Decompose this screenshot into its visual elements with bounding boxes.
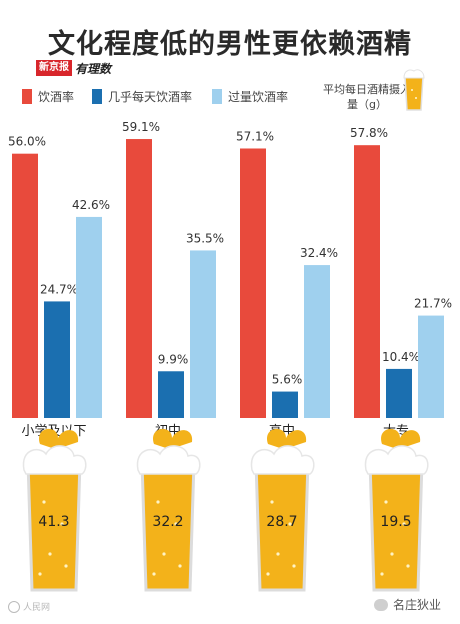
data-label: 9.9% [158,352,189,366]
mini-beer-glass-icon [403,69,425,111]
beer-bubble [42,500,46,504]
bar-dark-blue [158,371,184,418]
beer-bubble [266,572,270,576]
bar-light-blue [76,216,102,418]
beer-bubble [48,552,52,556]
wechat-icon [374,598,388,611]
source-logo: 新京报 有理数 [36,60,111,76]
legend-label: 过量饮酒率 [228,90,289,104]
data-label: 10.4% [382,350,420,364]
beer-bubble [162,552,166,556]
chart-title: 文化程度低的男性更依赖酒精 [48,29,412,60]
bar-dark-blue [44,301,70,418]
intake-value-label: 19.5 [380,514,411,530]
data-label: 57.8% [350,126,388,140]
bar-chart: 56.0%24.7%42.6%小学及以下41.359.1%9.9%35.5%初中… [8,120,452,592]
beer-bubble [288,522,292,526]
bar-red [354,145,380,418]
data-label: 42.6% [72,198,110,212]
source-logo-box: 新京报 [36,60,72,76]
watermark-logo-icon [8,600,20,613]
data-label: 56.0% [8,135,46,149]
data-label: 24.7% [40,282,78,296]
watermark-left: 人民网 [8,600,50,613]
legend-label: 饮酒率 [38,90,75,104]
bar-red [12,153,38,418]
beer-bubble [292,564,296,568]
beer-bubble [174,522,178,526]
beer-bubble [156,500,160,504]
beer-bubble [380,572,384,576]
legend-item-drinking-rate: 饮酒率 [22,88,74,105]
legend-note-intake: 平均每日酒精摄入量（g） [323,83,411,111]
data-label: 35.5% [186,231,224,245]
data-label: 32.4% [300,246,338,260]
watermark-right: 名庄狄业 [374,596,441,613]
source-logo-script: 有理数 [75,61,112,76]
legend-label: 几乎每天饮酒率 [108,90,193,104]
beer-bubble [390,552,394,556]
beer-bubble [38,572,42,576]
beer-foam-icon [250,445,315,475]
beer-bubble [276,552,280,556]
data-label: 59.1% [122,120,160,134]
legend-swatch-red [22,89,32,104]
data-label: 57.1% [236,129,274,143]
legend-swatch-light-blue [212,89,222,104]
bar-light-blue [304,265,330,418]
bar-red [240,148,266,418]
beer-bubble [402,522,406,526]
intake-value-label: 32.2 [152,514,183,530]
beer-bubble [384,500,388,504]
beer-bubble [178,564,182,568]
beer-bubble [406,564,410,568]
bar-light-blue [418,315,444,418]
legend-item-excess-rate: 过量饮酒率 [212,88,288,105]
data-label: 21.7% [414,297,452,311]
legend-swatch-dark-blue [92,89,102,104]
intake-value-label: 28.7 [266,514,297,530]
intake-value-label: 41.3 [38,514,69,530]
beer-foam-icon [136,445,201,475]
bar-red [126,139,152,418]
beer-bubble [60,522,64,526]
bar-dark-blue [386,368,412,418]
beer-bubble [270,500,274,504]
beer-foam-icon [364,445,429,475]
bar-light-blue [190,250,216,418]
beer-bubble [152,572,156,576]
data-label: 5.6% [272,373,303,387]
bar-dark-blue [272,391,298,418]
legend-item-daily-rate: 几乎每天饮酒率 [92,88,192,105]
beer-foam-icon [22,445,87,475]
beer-bubble [64,564,68,568]
